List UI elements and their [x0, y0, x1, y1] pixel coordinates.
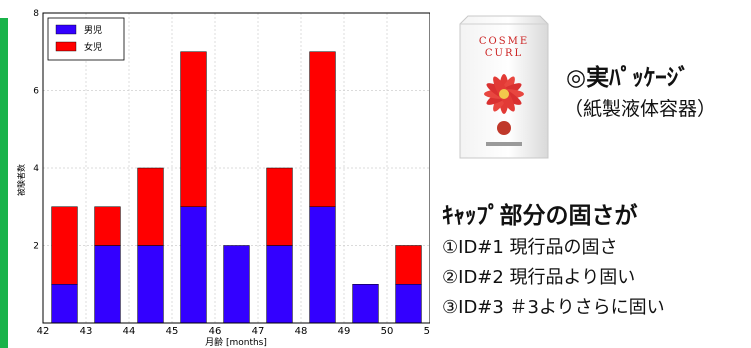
brand-text-line2: CURL [485, 48, 523, 59]
package-title: ◎実ﾊﾟｯｹｰｼﾞ [566, 65, 690, 91]
bar-segment-male [51, 284, 78, 324]
x-tick-label: 45 [166, 326, 179, 337]
bar-segment-male [223, 245, 250, 324]
x-tick-label: 51 [424, 326, 430, 337]
x-tick-label: 44 [123, 326, 136, 337]
bar-segment-male [352, 284, 379, 324]
legend-swatch-female [55, 41, 77, 52]
cap-item-2: ②ID#2 現行品より固い [442, 267, 636, 288]
x-tick-label: 48 [295, 326, 308, 337]
bar-segment-male [309, 206, 336, 324]
x-tick-label: 42 [37, 326, 50, 337]
cap-item-1: ①ID#1 現行品の固さ [442, 237, 618, 258]
x-tick-label: 46 [209, 326, 222, 337]
accent-bar [0, 18, 8, 348]
bar-segment-male [180, 206, 207, 324]
cap-hardness-heading: ｷｬｯﾌﾟ部分の固さが [442, 203, 638, 229]
x-tick-label: 50 [381, 326, 394, 337]
chart-legend: 男児 女児 [47, 17, 125, 61]
bar-segment-male [266, 245, 293, 324]
cap-item-3: ③ID#3 ＃3よりさらに固い [442, 297, 665, 318]
bar-segment-male [137, 245, 164, 324]
flower-icon [484, 74, 524, 114]
bar-segment-female [51, 206, 78, 285]
y-axis-label: 被験者数 [16, 164, 26, 196]
badge-icon [497, 121, 511, 135]
brand-text-line1: COSME [479, 36, 529, 47]
bar-segment-female [266, 167, 293, 246]
bar-segment-female [309, 51, 336, 207]
x-axis-label: 月齢 [months] [205, 336, 267, 348]
bar-chart: 424344454647484950512468 月齢 [months] 被験者… [16, 9, 430, 348]
bar-segment-male [395, 284, 422, 324]
y-tick-label: 8 [33, 9, 39, 19]
x-tick-label: 43 [80, 326, 93, 337]
bar-segment-male [94, 245, 121, 324]
label-strip [486, 142, 522, 146]
plot-frame [42, 12, 430, 324]
legend-label-male: 男児 [84, 25, 102, 36]
y-tick-label: 4 [33, 164, 39, 174]
bar-segment-female [180, 51, 207, 207]
chart-ticks: 424344454647484950512468 [33, 9, 430, 337]
bar-segment-female [395, 245, 422, 285]
y-tick-label: 2 [33, 242, 39, 252]
x-tick-label: 49 [338, 326, 351, 337]
product-package-image: COSME CURL [459, 15, 549, 159]
chart-bars [51, 51, 422, 324]
legend-swatch-male [55, 24, 77, 35]
legend-label-female: 女児 [84, 41, 102, 53]
x-tick-label: 47 [252, 326, 265, 337]
legend-box [47, 17, 125, 61]
y-tick-label: 6 [33, 87, 39, 97]
bar-segment-female [137, 167, 164, 246]
package-subtitle: （紙製液体容器） [564, 98, 717, 120]
bar-segment-female [94, 206, 121, 246]
